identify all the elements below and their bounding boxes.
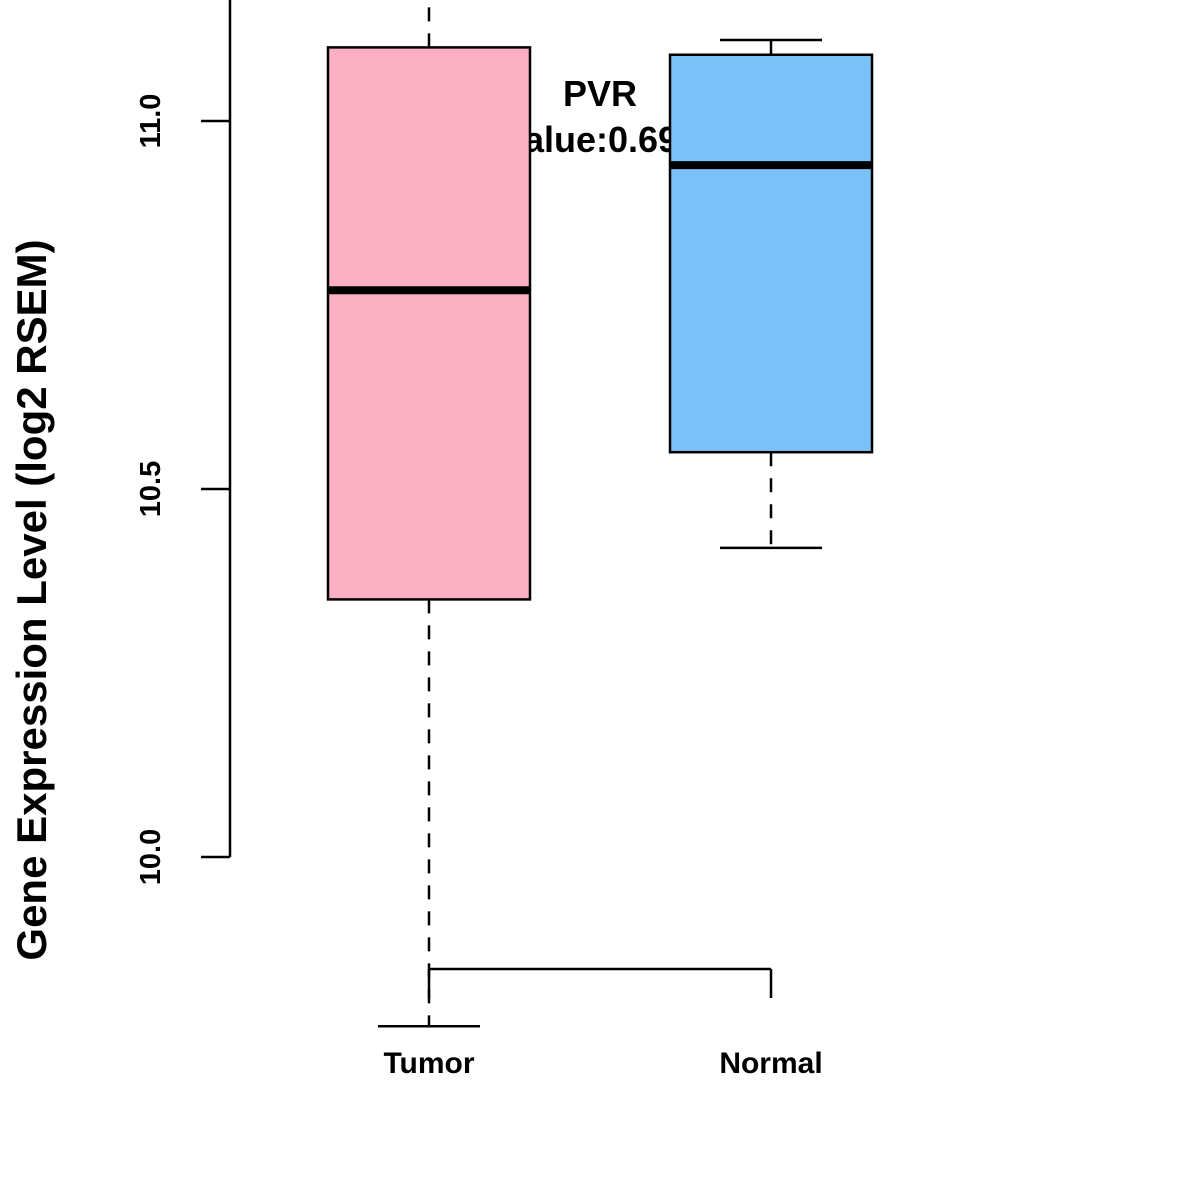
x-tick-label-normal: Normal xyxy=(719,1047,822,1080)
y-axis-label: Gene Expression Level (log2 RSEM) xyxy=(8,239,55,960)
y-axis: 10.010.511.011.5 xyxy=(135,0,232,885)
y-tick-label: 10.0 xyxy=(135,829,167,885)
iqr-box xyxy=(326,46,532,601)
box-normal xyxy=(668,38,874,550)
box-tumor xyxy=(326,0,532,1028)
x-axis: Tumor Normal xyxy=(383,967,823,1080)
iqr-box xyxy=(668,53,874,454)
boxes-layer xyxy=(326,0,874,1028)
x-tick-label-tumor: Tumor xyxy=(383,1047,474,1080)
y-tick-label: 11.0 xyxy=(135,94,167,149)
y-tick-label: 10.5 xyxy=(135,461,167,517)
chart-title: PVR xyxy=(563,73,637,114)
